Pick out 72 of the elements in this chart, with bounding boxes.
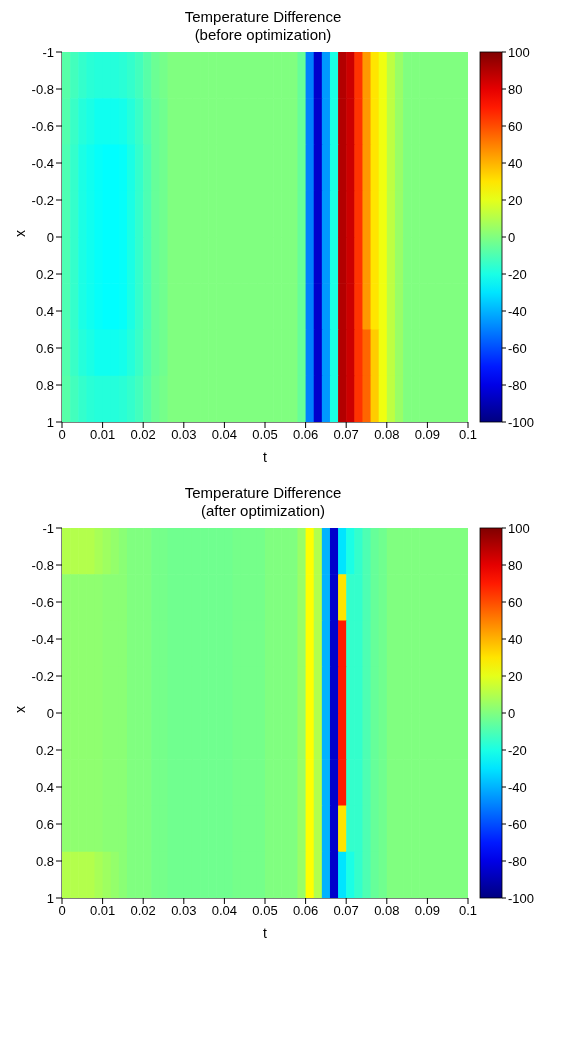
x-tick-label: 0.05 bbox=[252, 427, 278, 443]
color-bar-label: 100 bbox=[508, 44, 530, 60]
x-tick-label: 0.06 bbox=[292, 903, 319, 919]
x-tick-label: 0.07 bbox=[333, 427, 359, 443]
color-bar-label: -60 bbox=[508, 816, 527, 832]
y-tick-label: -0.4 bbox=[31, 155, 54, 171]
y-tick-label: -0.2 bbox=[31, 668, 54, 684]
y-tick-label: 0.6 bbox=[35, 340, 54, 356]
y-tick-label: 0.2 bbox=[35, 266, 54, 282]
y-axis-title: x bbox=[11, 230, 28, 237]
y-tick-label: -1 bbox=[42, 44, 54, 60]
color-bar-label: 20 bbox=[508, 192, 523, 208]
x-tick-label: 0.1 bbox=[458, 903, 478, 919]
x-tick-label: 0.01 bbox=[89, 903, 116, 919]
color-bar-label: -20 bbox=[508, 742, 527, 758]
y-tick-label: 0 bbox=[46, 229, 54, 245]
y-tick-label: 1 bbox=[46, 890, 54, 906]
color-bar-label: 60 bbox=[508, 594, 523, 610]
x-tick-label: 0.07 bbox=[333, 903, 359, 919]
y-tick-label: 0.8 bbox=[35, 377, 54, 393]
x-axis-title: t bbox=[263, 449, 268, 465]
x-tick-label: 0.05 bbox=[252, 903, 278, 919]
y-tick-label: 0 bbox=[46, 705, 54, 721]
y-tick-label: 1 bbox=[46, 414, 54, 430]
y-tick-label: -0.2 bbox=[31, 192, 54, 208]
x-tick-label: 0.08 bbox=[374, 427, 400, 443]
chart-title: Temperature Difference (after optimization) bbox=[183, 484, 343, 520]
x-axis-title: t bbox=[263, 925, 268, 941]
y-tick-label: -0.6 bbox=[31, 118, 54, 134]
x-tick-label: 0.06 bbox=[292, 427, 319, 443]
x-tick-label: 0.04 bbox=[211, 427, 238, 443]
x-tick-label: 0.09 bbox=[414, 903, 441, 919]
color-bar-label: 100 bbox=[508, 520, 530, 536]
x-tick-label: 0.01 bbox=[89, 427, 116, 443]
chart-title: Temperature Difference (before optimization) bbox=[183, 8, 343, 44]
y-tick-label: -0.4 bbox=[31, 631, 54, 647]
y-tick-label: 0.4 bbox=[35, 303, 54, 319]
x-tick-label: 0.02 bbox=[130, 427, 156, 443]
y-tick-label: -0.8 bbox=[31, 81, 54, 97]
color-bar-label: -60 bbox=[508, 340, 527, 356]
color-bar-label: 40 bbox=[508, 631, 523, 647]
color-bar-label: 60 bbox=[508, 118, 523, 134]
x-tick-label: 0.1 bbox=[458, 427, 478, 443]
x-tick-label: 0.03 bbox=[171, 903, 197, 919]
color-bar-label: -80 bbox=[508, 377, 527, 393]
y-tick-label: -0.6 bbox=[31, 594, 54, 610]
x-tick-label: 0 bbox=[58, 903, 66, 919]
color-bar-label: 0 bbox=[508, 705, 516, 721]
color-bar-label: 80 bbox=[508, 557, 523, 573]
y-tick-label: 0.2 bbox=[35, 742, 54, 758]
color-bar-label: -20 bbox=[508, 266, 527, 282]
color-bar-label: 80 bbox=[508, 81, 523, 97]
color-bar-label: -40 bbox=[508, 779, 527, 795]
x-tick-label: 0.03 bbox=[171, 427, 197, 443]
y-tick-label: -1 bbox=[42, 520, 54, 536]
color-bar-label: -80 bbox=[508, 853, 527, 869]
x-tick-label: 0.08 bbox=[374, 903, 400, 919]
y-tick-label: 0.8 bbox=[35, 853, 54, 869]
x-tick-label: 0 bbox=[58, 427, 66, 443]
color-bar-label: 40 bbox=[508, 155, 523, 171]
x-tick-label: 0.09 bbox=[414, 427, 441, 443]
color-bar-label: -100 bbox=[508, 890, 535, 906]
color-bar-label: -40 bbox=[508, 303, 527, 319]
y-tick-label: -0.8 bbox=[31, 557, 54, 573]
y-axis-title: x bbox=[11, 706, 28, 713]
y-tick-label: 0.6 bbox=[35, 816, 54, 832]
x-tick-label: 0.04 bbox=[211, 903, 238, 919]
x-tick-label: 0.02 bbox=[130, 903, 156, 919]
color-bar-label: 20 bbox=[508, 668, 523, 684]
color-bar-label: 0 bbox=[508, 229, 516, 245]
color-bar-label: -100 bbox=[508, 414, 535, 430]
y-tick-label: 0.4 bbox=[35, 779, 54, 795]
